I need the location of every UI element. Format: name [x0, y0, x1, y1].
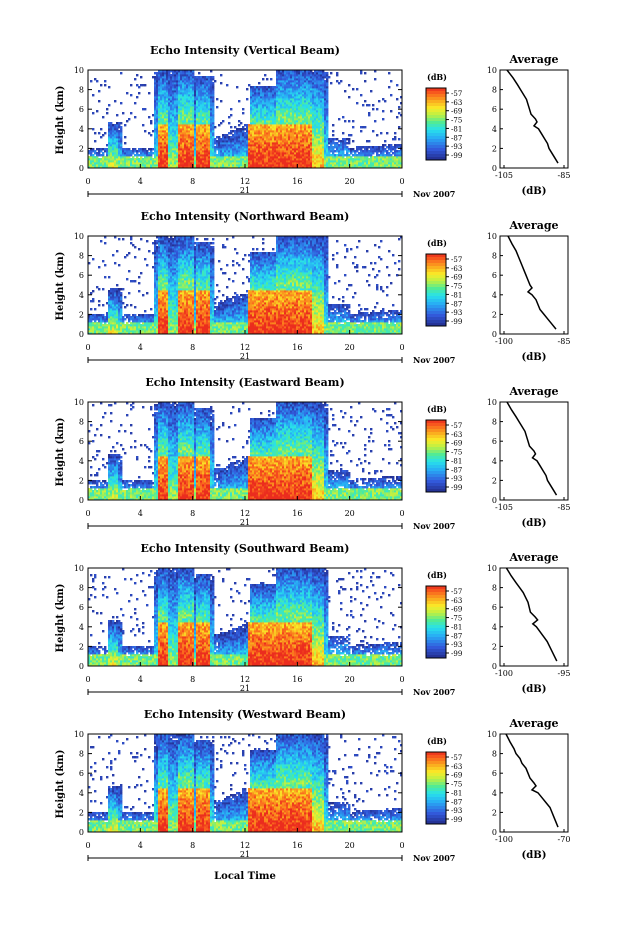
heatmap-cell	[140, 76, 142, 78]
heatmap-cell	[126, 92, 128, 94]
heatmap-cell	[100, 84, 102, 86]
heatmap-cell	[100, 128, 102, 130]
heatmap-cell	[92, 112, 94, 114]
heatmap-cell	[120, 102, 122, 104]
heatmap-cell	[144, 108, 146, 110]
heatmap-cell	[124, 136, 126, 138]
heatmap-cell	[98, 90, 100, 92]
heatmap-cell	[128, 118, 130, 120]
heatmap-cell	[134, 78, 136, 80]
heatmap-cell	[130, 84, 132, 86]
heatmap-cell	[96, 110, 98, 112]
heatmap-cell	[108, 104, 110, 106]
heatmap-cell	[114, 100, 116, 102]
heatmap-cell	[136, 74, 138, 76]
heatmap-cell	[124, 124, 126, 126]
heatmap-cell	[148, 116, 150, 118]
heatmap-cell	[120, 122, 122, 124]
heatmap-cell	[96, 80, 98, 82]
heatmap-cell	[108, 86, 110, 88]
heatmap-cell	[120, 126, 122, 128]
heatmap-cell	[104, 84, 106, 86]
heatmap-cell	[116, 114, 118, 116]
heatmap-cell	[104, 80, 106, 82]
heatmap-cell	[130, 112, 132, 114]
heatmap-cell	[144, 130, 146, 132]
heatmap-cell	[106, 112, 108, 114]
heatmap-cell	[148, 92, 150, 94]
heatmap-cell	[134, 116, 136, 118]
heatmap-cell	[124, 142, 126, 144]
heatmap-cell	[98, 132, 100, 134]
heatmap-cell	[120, 72, 122, 74]
heatmap-cell	[144, 84, 146, 86]
heatmap-cell	[94, 132, 96, 134]
heatmap-cell	[142, 124, 144, 126]
panel-title: Echo Intensity (Vertical Beam)	[150, 44, 340, 57]
heatmap-cell	[90, 80, 92, 82]
heatmap-cell	[102, 116, 104, 118]
heatmap-cell	[98, 100, 100, 102]
heatmap-cell	[138, 92, 140, 94]
heatmap-cell	[136, 96, 138, 98]
heatmap-cell	[92, 128, 94, 130]
heatmap-cell	[150, 120, 152, 122]
heatmap-cell	[92, 94, 94, 96]
heatmap-cell	[94, 140, 96, 142]
heatmap-cell	[104, 132, 106, 134]
heatmap-cell	[130, 94, 132, 96]
heatmap-cell	[122, 112, 124, 114]
heatmap-cell	[150, 134, 152, 136]
heatmap-cell	[134, 102, 136, 104]
echo-intensity-figure: Echo Intensity (Vertical Beam)02468100 4 8…	[0, 0, 620, 929]
heatmap-cell	[106, 108, 108, 110]
heatmap	[88, 70, 402, 168]
